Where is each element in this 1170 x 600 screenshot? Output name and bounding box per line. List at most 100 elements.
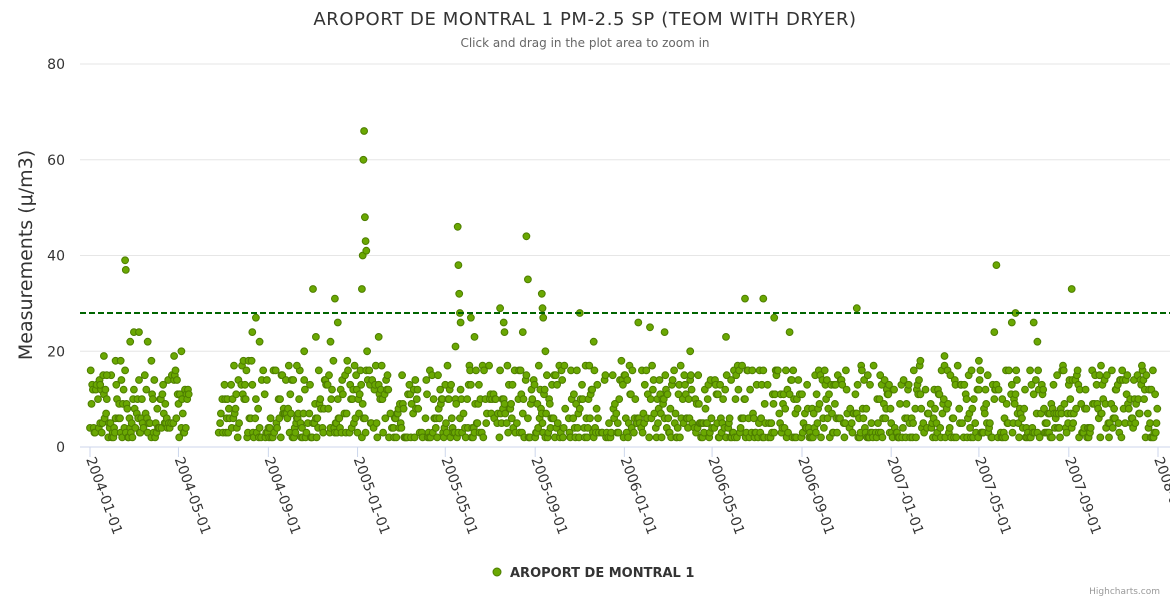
data-point[interactable] <box>344 366 352 375</box>
data-point[interactable] <box>589 337 598 346</box>
data-point[interactable] <box>775 409 784 418</box>
data-point[interactable] <box>442 419 450 428</box>
data-point[interactable] <box>842 385 851 394</box>
data-point[interactable] <box>803 380 811 389</box>
data-point[interactable] <box>809 409 818 418</box>
data-point[interactable] <box>646 323 654 332</box>
data-point[interactable] <box>671 409 680 418</box>
data-point[interactable] <box>638 428 647 437</box>
data-point[interactable] <box>590 366 599 375</box>
data-point[interactable] <box>545 400 554 408</box>
data-point[interactable] <box>736 424 745 432</box>
data-point[interactable] <box>757 414 765 423</box>
data-point[interactable] <box>135 328 143 337</box>
data-point[interactable] <box>1034 366 1042 375</box>
data-point[interactable] <box>524 414 532 423</box>
data-point[interactable] <box>384 385 393 394</box>
data-point[interactable] <box>398 371 407 380</box>
data-point[interactable] <box>327 395 336 404</box>
data-point[interactable] <box>812 428 820 437</box>
data-point[interactable] <box>233 433 242 442</box>
data-point[interactable] <box>823 414 832 423</box>
data-point[interactable] <box>534 424 542 432</box>
data-point[interactable] <box>436 385 445 394</box>
data-point[interactable] <box>1105 433 1113 442</box>
data-point[interactable] <box>1102 371 1111 380</box>
data-point[interactable] <box>1040 404 1048 413</box>
data-point[interactable] <box>518 409 527 418</box>
data-point[interactable] <box>749 414 758 423</box>
data-point[interactable] <box>899 424 907 432</box>
data-point[interactable] <box>886 404 895 413</box>
data-point[interactable] <box>676 433 684 442</box>
data-point[interactable] <box>748 366 757 375</box>
data-point[interactable] <box>657 433 666 442</box>
data-point[interactable] <box>502 419 511 428</box>
data-point[interactable] <box>263 376 271 384</box>
data-point[interactable] <box>379 428 388 437</box>
data-point[interactable] <box>1097 361 1105 370</box>
data-point[interactable] <box>1039 385 1048 394</box>
data-point[interactable] <box>1018 414 1026 423</box>
data-point[interactable] <box>435 414 444 423</box>
data-point[interactable] <box>343 356 352 365</box>
data-point[interactable] <box>561 404 570 413</box>
data-point[interactable] <box>575 404 584 413</box>
data-point[interactable] <box>495 433 504 442</box>
data-point[interactable] <box>716 380 724 389</box>
data-point[interactable] <box>361 428 370 437</box>
data-point[interactable] <box>1152 419 1161 428</box>
legend[interactable]: AROPORT DE MONTRAL 1 <box>492 566 694 581</box>
data-point[interactable] <box>593 380 602 389</box>
data-point[interactable] <box>707 414 716 423</box>
data-point[interactable] <box>121 366 129 375</box>
data-point[interactable] <box>1007 380 1016 389</box>
data-point[interactable] <box>944 400 953 408</box>
data-point[interactable] <box>248 380 257 389</box>
data-point[interactable] <box>173 376 181 384</box>
data-point[interactable] <box>121 266 130 274</box>
data-point[interactable] <box>885 380 893 389</box>
data-point[interactable] <box>373 433 382 442</box>
data-point[interactable] <box>1151 428 1160 437</box>
data-point[interactable] <box>916 390 925 399</box>
data-point[interactable] <box>135 376 143 384</box>
data-point[interactable] <box>880 376 889 384</box>
data-point[interactable] <box>276 395 285 404</box>
data-point[interactable] <box>1029 390 1038 399</box>
data-point[interactable] <box>287 409 295 418</box>
data-point[interactable] <box>522 371 531 380</box>
data-point[interactable] <box>770 428 779 437</box>
data-point[interactable] <box>1067 285 1076 293</box>
data-point[interactable] <box>433 433 442 442</box>
data-point[interactable] <box>760 400 769 408</box>
data-point[interactable] <box>664 414 673 423</box>
data-point[interactable] <box>516 366 525 375</box>
data-point[interactable] <box>998 395 1007 404</box>
data-point[interactable] <box>605 419 613 428</box>
data-point[interactable] <box>896 400 904 408</box>
data-point[interactable] <box>1114 419 1123 428</box>
data-point[interactable] <box>734 385 743 394</box>
data-point[interactable] <box>119 385 128 394</box>
data-point[interactable] <box>785 328 794 337</box>
data-point[interactable] <box>102 371 111 380</box>
data-point[interactable] <box>838 380 847 389</box>
data-point[interactable] <box>102 395 111 404</box>
data-point[interactable] <box>670 366 678 375</box>
data-point[interactable] <box>286 390 295 399</box>
data-point[interactable] <box>668 376 677 384</box>
data-point[interactable] <box>842 366 850 375</box>
data-point[interactable] <box>958 419 966 428</box>
data-point[interactable] <box>719 395 727 404</box>
data-point[interactable] <box>254 404 263 413</box>
data-point[interactable] <box>459 409 468 418</box>
data-point[interactable] <box>302 428 311 437</box>
data-point[interactable] <box>714 390 722 399</box>
data-point[interactable] <box>284 361 293 370</box>
data-point[interactable] <box>496 304 505 313</box>
data-point[interactable] <box>553 419 562 428</box>
data-point[interactable] <box>940 352 949 360</box>
data-point[interactable] <box>501 409 510 418</box>
data-point[interactable] <box>869 361 878 370</box>
